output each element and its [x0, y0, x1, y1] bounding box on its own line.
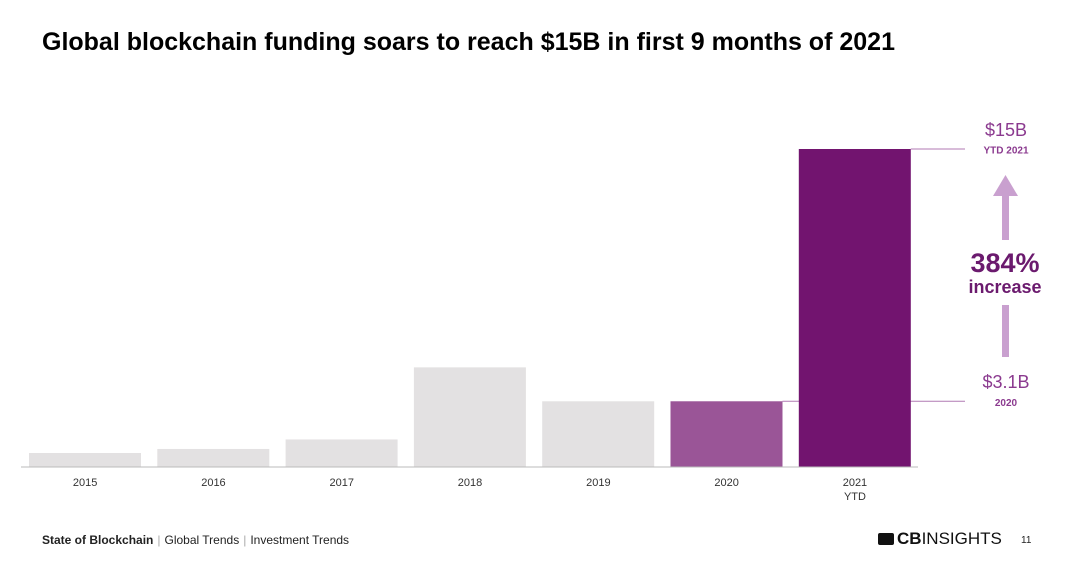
bar: [413, 367, 526, 467]
value-sublabel: YTD 2021: [983, 146, 1028, 157]
logo-icon: [878, 533, 894, 545]
logo: CB INSIGHTS: [878, 529, 1002, 549]
separator: |: [157, 533, 161, 547]
value-label: $15B: [985, 120, 1027, 140]
section: Investment Trends: [250, 533, 350, 547]
x-tick-label: 2021 YTD: [843, 477, 867, 503]
annotation-text: increase: [968, 277, 1041, 297]
section: Global Trends: [164, 533, 240, 547]
x-tick-label: 2019: [586, 477, 610, 489]
value-sublabel: 2020: [995, 398, 1018, 409]
page-number: 11: [1021, 535, 1032, 546]
report-name: State of Blockchain: [42, 533, 154, 547]
chart-title: Global blockchain funding soars to reach…: [42, 28, 895, 56]
footer: State of Blockchain | Global Trends | In…: [42, 533, 349, 547]
logo-bold: CB: [897, 529, 922, 548]
bar: [542, 401, 655, 467]
bar: [670, 401, 783, 467]
logo-light: INSIGHTS: [921, 529, 1002, 548]
x-tick-label: 2020: [714, 477, 738, 489]
separator: |: [243, 533, 247, 547]
bar: [285, 439, 398, 467]
x-tick-label: 2017: [330, 477, 354, 489]
arrow-shaft: [1002, 192, 1009, 240]
bar: [29, 453, 141, 467]
x-tick-label: 2018: [458, 477, 482, 489]
bar: [798, 149, 911, 467]
annotation-value: 384%: [970, 248, 1039, 278]
value-label: $3.1B: [982, 372, 1029, 392]
x-tick-label: 2016: [201, 477, 225, 489]
x-tick-label: 2015: [73, 477, 97, 489]
arrow-shaft: [1002, 305, 1009, 357]
bar: [157, 448, 270, 467]
arrow-head: [993, 175, 1018, 196]
